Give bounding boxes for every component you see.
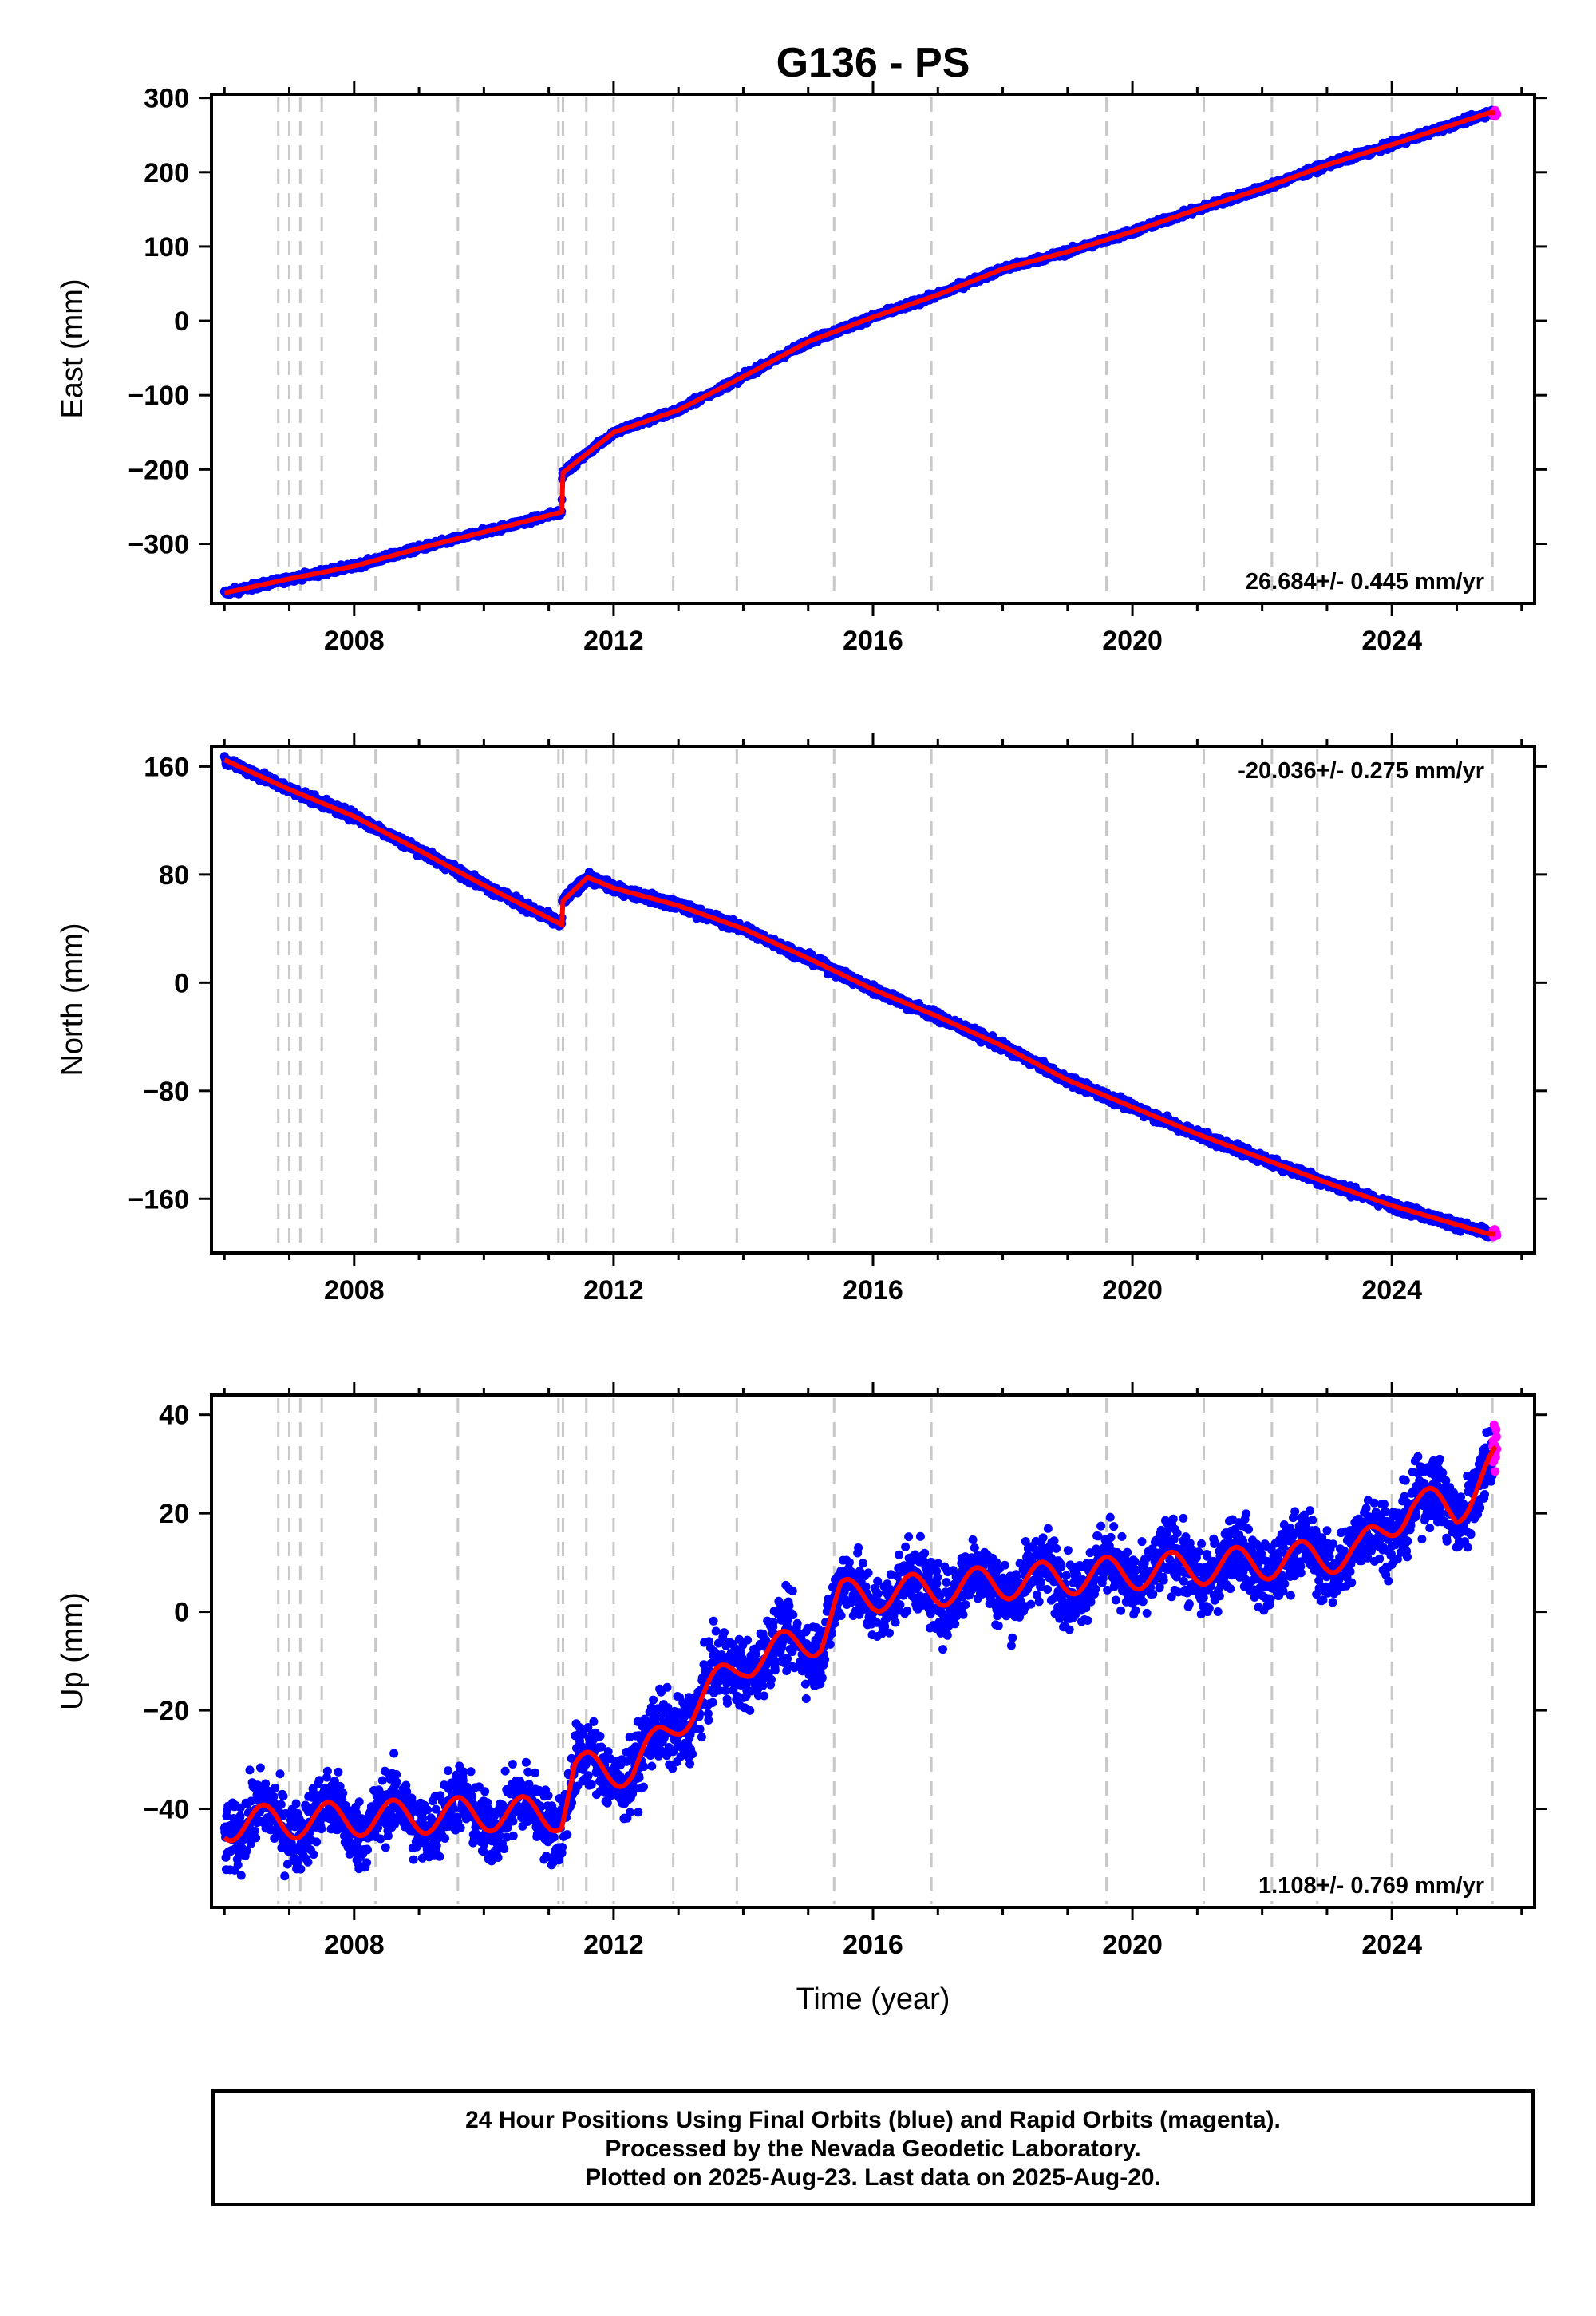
model-line-east [223,110,1496,595]
panel-frame [210,93,1536,605]
panel-east: 2008 2012 2016 2020 2024 −300 −200 −100 0 100 200 3… [56,81,1547,656]
y-axis-label-east: East (mm) [56,279,89,418]
x-tick-label: 2020 [1102,626,1163,656]
rate-label-east: 26.684+/- 0.445 mm/yr [1246,569,1484,595]
y-tick-label: 300 [144,84,189,114]
chart-title: G136 - PS [776,40,970,86]
y-tick-label: 100 [144,232,189,263]
data-points-east [219,105,1502,599]
x-tick-label: 2012 [583,626,644,656]
panels-group: 2008 2012 2016 2020 2024 −300 −200 −100 0 100 200 3… [56,81,1547,1960]
y-tick-label: −300 [128,529,189,559]
x-tick-label: 2016 [843,626,903,656]
y-tick-label: −100 [128,381,189,411]
data-points-north [219,752,1502,1242]
y-tick-label: 200 [144,158,189,188]
y-tick-label: −200 [128,455,189,485]
y-tick-label: 0 [174,306,189,337]
x-tick-label: 2024 [1361,626,1422,656]
x-tick-label: 2008 [324,626,385,656]
